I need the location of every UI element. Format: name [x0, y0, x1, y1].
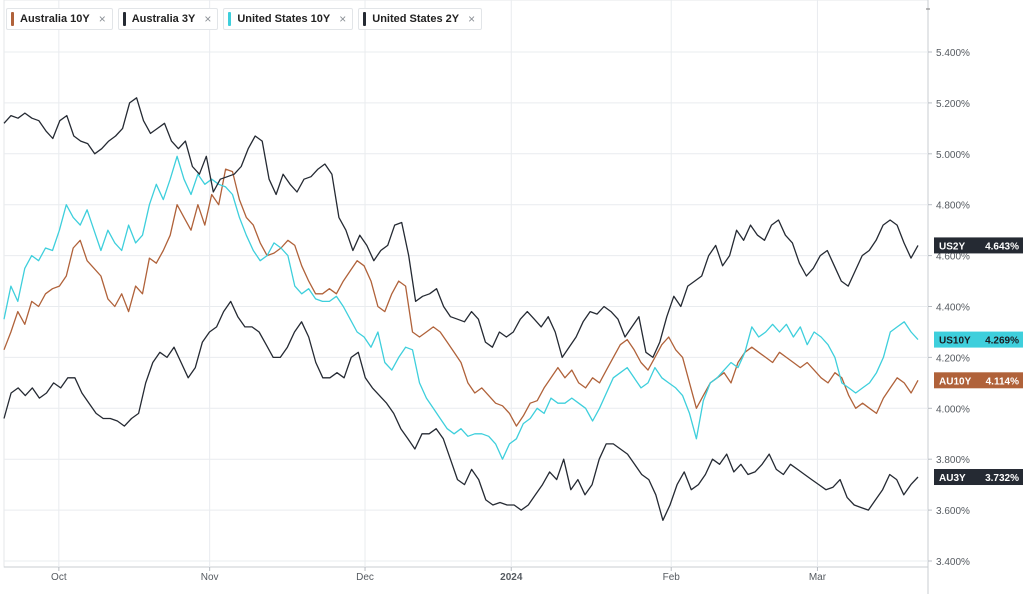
x-tick-label: 2024	[500, 572, 523, 583]
close-icon[interactable]: ×	[204, 12, 212, 26]
legend-chip[interactable]: United States 2Y ×	[358, 8, 483, 30]
y-tick-label: 5.200%	[936, 99, 970, 110]
series-line-au3y	[3, 300, 919, 521]
series-line-us2y	[3, 97, 919, 359]
y-tick-label: 4.400%	[936, 303, 970, 314]
legend-chip[interactable]: United States 10Y ×	[223, 8, 354, 30]
y-tick-label: 4.800%	[936, 201, 970, 212]
y-tick-label: 5.400%	[936, 48, 970, 59]
last-value-badge-au10y: AU10Y 4.114%	[934, 372, 1023, 389]
y-tick-label: 4.000%	[936, 404, 970, 415]
last-value-badge-us10y: US10Y 4.269%	[934, 331, 1023, 348]
legend-label: Australia 3Y	[131, 13, 196, 25]
x-tick-label: Mar	[809, 572, 827, 583]
y-tick-label: 4.200%	[936, 353, 970, 364]
close-icon[interactable]: ×	[98, 12, 106, 26]
badge-last-value: 4.643%	[985, 241, 1019, 252]
x-tick-label: Dec	[356, 572, 374, 583]
legend-chip[interactable]: Australia 10Y ×	[6, 8, 113, 30]
badge-series-code: US10Y	[939, 336, 971, 347]
badge-series-code: AU3Y	[939, 473, 966, 484]
y-tick-label: 3.400%	[936, 557, 970, 568]
legend-label: Australia 10Y	[20, 13, 90, 25]
y-tick-label: 4.600%	[936, 252, 970, 263]
series-line-us10y	[3, 155, 919, 460]
badge-last-value: 4.269%	[985, 336, 1019, 347]
series-line-au10y	[3, 168, 919, 427]
last-value-badge-us2y: US2Y 4.643%	[934, 237, 1023, 254]
legend-label: United States 2Y	[372, 13, 460, 25]
close-icon[interactable]: ×	[339, 12, 347, 26]
y-tick-label: 3.600%	[936, 506, 970, 517]
legend: Australia 10Y × Australia 3Y × United States…	[6, 8, 483, 30]
badge-background	[934, 469, 1023, 486]
legend-color-swatch	[228, 12, 232, 26]
legend-chip[interactable]: Australia 3Y ×	[117, 8, 219, 30]
close-icon[interactable]: ×	[468, 12, 476, 26]
badge-last-value: 4.114%	[986, 376, 1019, 387]
x-tick-label: Feb	[663, 572, 681, 583]
badge-background	[934, 331, 1023, 348]
badge-series-code: AU10Y	[939, 376, 972, 387]
x-tick-label: Nov	[201, 572, 219, 583]
last-value-badge-au3y: AU3Y 3.732%	[934, 469, 1023, 486]
legend-color-swatch	[363, 12, 367, 26]
badge-background	[934, 372, 1023, 389]
legend-label: United States 10Y	[237, 13, 331, 25]
badge-last-value: 3.732%	[985, 473, 1019, 484]
y-tick-label: 5.000%	[936, 150, 970, 161]
y-tick-label: 3.800%	[936, 455, 970, 466]
x-tick-label: Oct	[51, 572, 67, 583]
legend-color-swatch	[122, 12, 126, 26]
badge-series-code: US2Y	[939, 241, 965, 252]
badge-background	[934, 237, 1023, 254]
legend-color-swatch	[11, 12, 14, 26]
